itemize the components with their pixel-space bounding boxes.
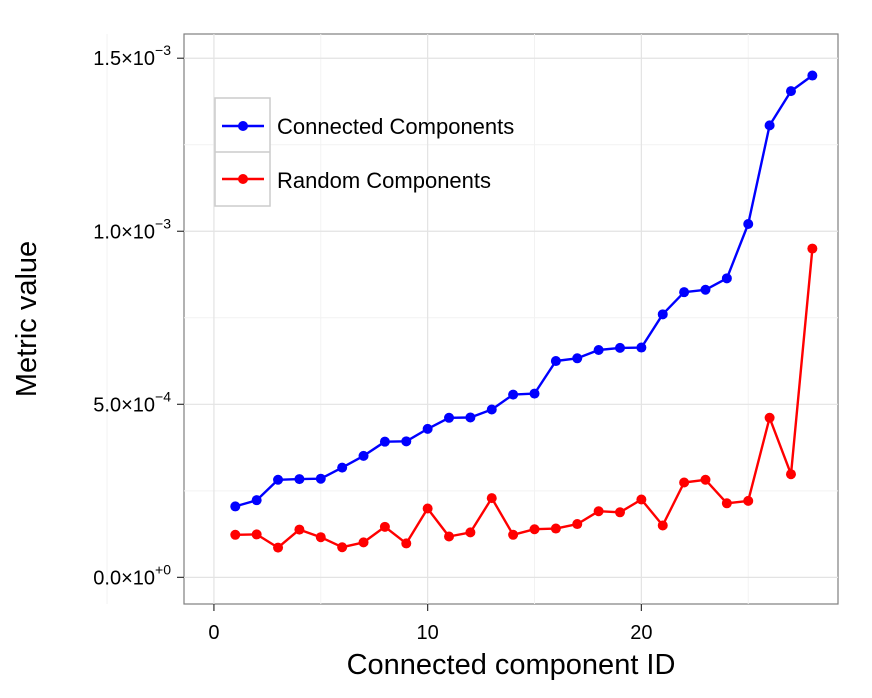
data-point-1 xyxy=(636,494,647,505)
data-point-0 xyxy=(486,404,497,415)
data-point-1 xyxy=(337,542,348,553)
data-point-0 xyxy=(657,309,668,320)
y-tick-label: 1.5×10−3 xyxy=(93,42,171,70)
y-tick-label: 5.0×10−4 xyxy=(93,388,171,416)
data-point-0 xyxy=(508,389,519,400)
data-point-0 xyxy=(315,473,326,484)
data-point-0 xyxy=(379,436,390,447)
x-axis-title: Connected component ID xyxy=(347,649,676,681)
data-point-1 xyxy=(508,529,519,540)
data-point-0 xyxy=(444,412,455,423)
x-tick-label: 10 xyxy=(417,622,439,644)
x-axis: 0 10 20 xyxy=(208,604,652,644)
data-point-0 xyxy=(337,462,348,473)
data-point-1 xyxy=(529,524,540,535)
data-point-1 xyxy=(444,531,455,542)
data-point-0 xyxy=(679,287,690,298)
data-point-0 xyxy=(615,342,625,353)
data-point-0 xyxy=(743,219,754,229)
data-point-0 xyxy=(251,495,262,506)
data-point-0 xyxy=(700,284,711,295)
grid-lines xyxy=(106,34,838,604)
data-point-1 xyxy=(764,412,775,423)
legend-label-connected: Connected Components xyxy=(277,114,514,139)
series-layer xyxy=(230,70,818,553)
data-point-1 xyxy=(486,493,497,504)
data-point-0 xyxy=(550,356,561,367)
data-point-0 xyxy=(593,344,604,355)
data-point-1 xyxy=(700,474,711,485)
y-axis-title: Metric value xyxy=(11,241,43,397)
data-point-1 xyxy=(807,243,818,254)
series-line-0 xyxy=(234,74,814,508)
data-point-1 xyxy=(422,503,433,514)
data-point-0 xyxy=(572,353,583,364)
data-point-1 xyxy=(465,527,476,538)
y-tick-label: 1.0×10−3 xyxy=(93,215,171,243)
data-point-1 xyxy=(251,529,262,540)
data-point-1 xyxy=(550,523,561,534)
data-point-1 xyxy=(743,495,754,506)
y-tick-label: 0.0×10+0 xyxy=(93,561,171,589)
data-point-0 xyxy=(422,423,433,434)
data-point-0 xyxy=(358,450,369,461)
data-point-1 xyxy=(273,542,284,553)
legend: Connected Components Random Components xyxy=(214,97,514,207)
legend-marker-random xyxy=(238,174,248,184)
data-point-1 xyxy=(572,519,583,530)
data-point-1 xyxy=(379,521,390,532)
data-point-0 xyxy=(807,70,818,81)
data-point-1 xyxy=(657,520,668,531)
x-tick-label: 20 xyxy=(630,622,652,644)
data-point-1 xyxy=(401,538,412,549)
x-tick-label: 0 xyxy=(208,622,219,644)
data-point-0 xyxy=(465,412,476,423)
data-point-1 xyxy=(294,524,305,535)
data-point-0 xyxy=(230,501,241,512)
data-point-1 xyxy=(615,507,625,518)
data-point-1 xyxy=(679,477,690,488)
data-point-1 xyxy=(230,529,241,540)
data-point-1 xyxy=(785,469,796,480)
data-point-0 xyxy=(401,436,412,447)
series-line-1 xyxy=(235,248,814,549)
data-point-0 xyxy=(529,388,540,399)
y-axis: 0.0×10+0 5.0×10−4 1.0×10−3 1.5×10−3 xyxy=(93,42,184,589)
data-point-1 xyxy=(721,498,732,509)
data-point-1 xyxy=(315,532,326,543)
data-point-0 xyxy=(294,474,305,485)
data-point-0 xyxy=(721,273,732,284)
data-point-0 xyxy=(764,120,775,131)
legend-label-random: Random Components xyxy=(277,168,491,193)
data-point-1 xyxy=(593,506,604,517)
data-point-1 xyxy=(358,537,369,548)
plot-panel xyxy=(183,33,839,605)
legend-marker-connected xyxy=(238,121,248,131)
data-point-0 xyxy=(636,342,647,353)
data-point-0 xyxy=(785,86,796,97)
data-point-0 xyxy=(273,474,284,485)
